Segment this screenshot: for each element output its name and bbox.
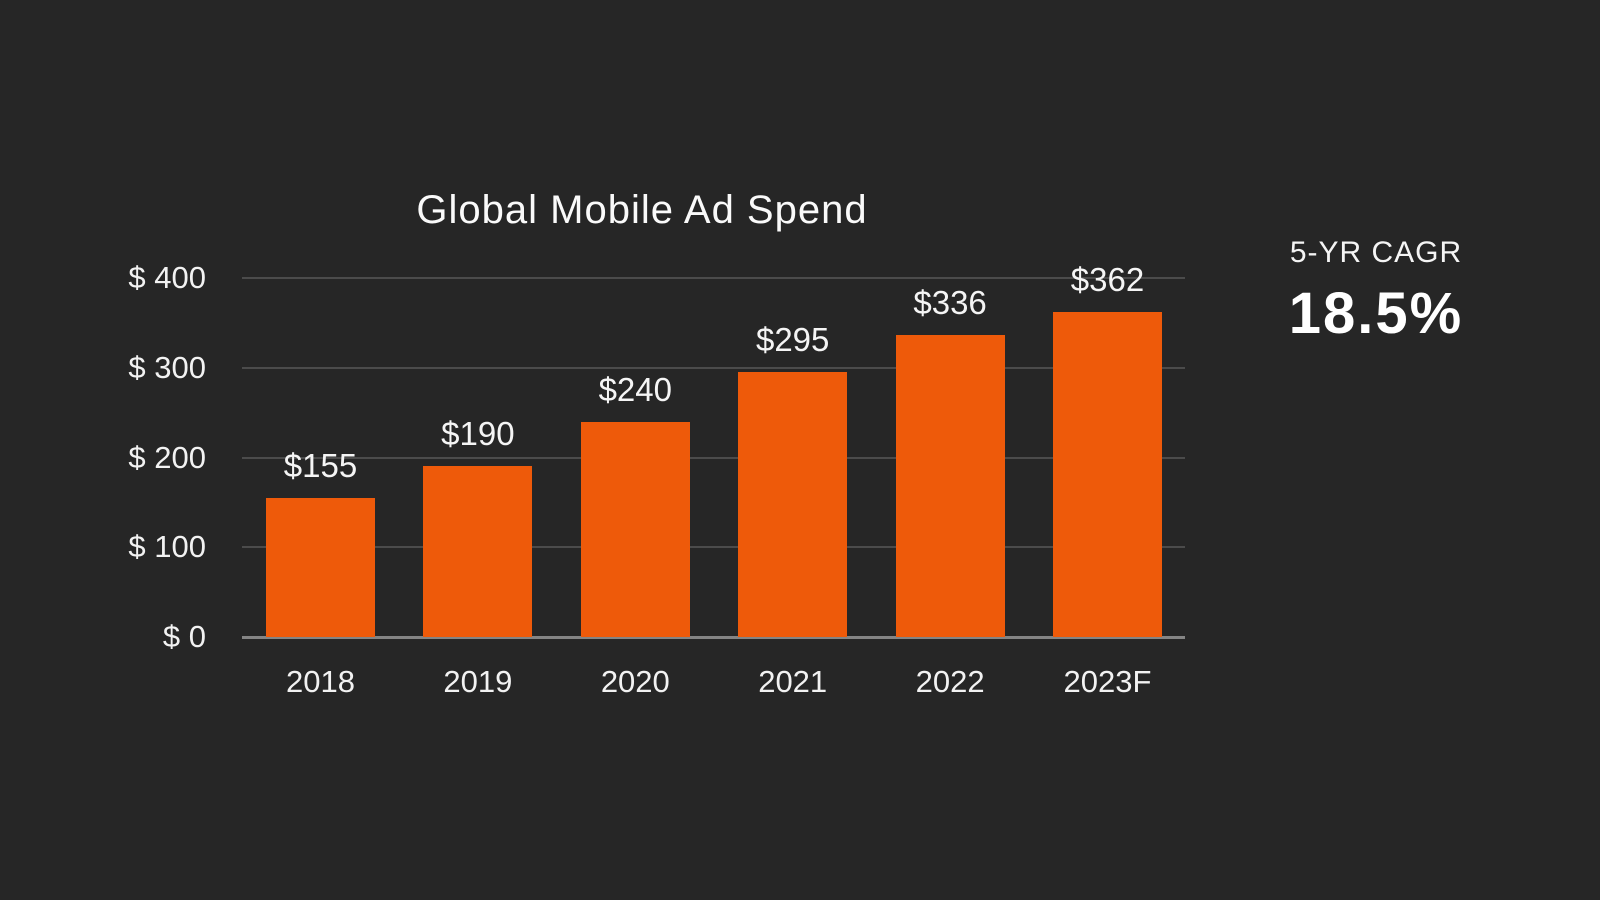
bar-2019: [423, 466, 533, 637]
x-axis-label: 2020: [600, 664, 670, 699]
y-tick-label: $ 0: [162, 619, 206, 654]
bar-2018: [266, 497, 375, 637]
gridline: [242, 277, 1185, 279]
y-tick-label: $ 200: [128, 439, 206, 475]
y-tick-label: $ 300: [128, 349, 206, 385]
gridline: [242, 546, 1185, 549]
bar-value-label: $190: [441, 415, 515, 453]
bar-2021: [738, 372, 848, 637]
y-tick-label: $ 100: [128, 529, 206, 565]
x-axis-label: 2018: [286, 664, 355, 699]
bar-value-label: $362: [1070, 261, 1145, 299]
x-axis-label: 2021: [758, 664, 828, 699]
bar-2020: [580, 421, 690, 637]
cagr-label: 5-YR CAGR: [1289, 236, 1463, 269]
x-axis-label: 2023F: [1063, 664, 1152, 699]
cagr-value: 18.5%: [1288, 281, 1464, 346]
chart-title: Global Mobile Ad Spend: [416, 188, 868, 232]
bar-value-label: $240: [598, 370, 672, 408]
bar-value-label: $155: [283, 446, 358, 484]
bar-value-label: $336: [913, 284, 987, 322]
gridline: [242, 456, 1185, 459]
x-axis-label: 2019: [443, 664, 513, 699]
y-tick-label: $ 400: [128, 260, 206, 295]
gridline: [242, 366, 1185, 369]
bar-2022: [895, 335, 1005, 637]
cagr-callout: 5-YR CAGR 18.5%: [1226, 234, 1526, 346]
bar-value-label: $295: [755, 321, 830, 359]
x-axis-label: 2022: [915, 664, 985, 699]
x-axis-line: [242, 636, 1185, 639]
bar-2023F: [1053, 312, 1162, 637]
